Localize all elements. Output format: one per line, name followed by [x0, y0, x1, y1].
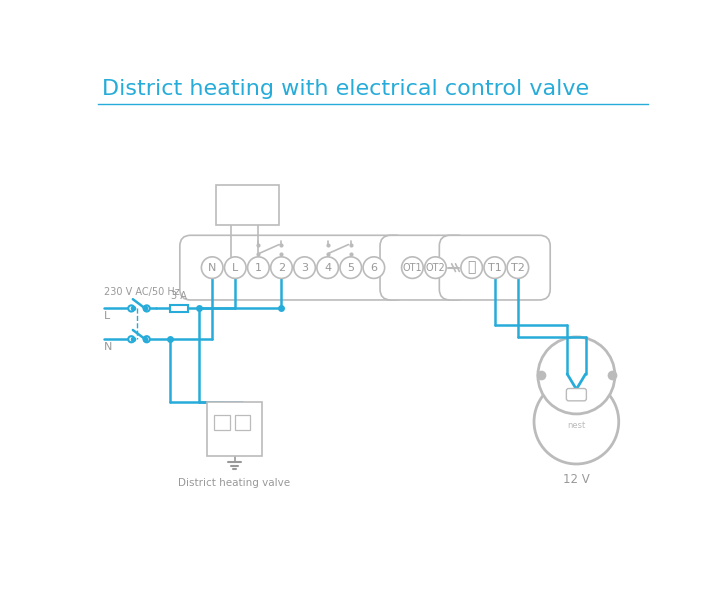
Text: T2: T2: [511, 263, 525, 273]
Text: T1: T1: [488, 263, 502, 273]
FancyBboxPatch shape: [566, 388, 586, 401]
Circle shape: [128, 305, 135, 311]
Circle shape: [461, 257, 483, 279]
Text: District heating with electrical control valve: District heating with electrical control…: [102, 79, 589, 99]
Circle shape: [143, 336, 150, 342]
Text: 12 V: 12 V: [563, 473, 590, 486]
Text: 3 A: 3 A: [171, 290, 187, 301]
Text: 2: 2: [278, 263, 285, 273]
Bar: [234, 415, 250, 430]
Circle shape: [507, 257, 529, 279]
Text: OT2: OT2: [426, 263, 446, 273]
Circle shape: [271, 257, 292, 279]
Text: OT1: OT1: [403, 263, 422, 273]
Circle shape: [248, 257, 269, 279]
Text: District heating valve: District heating valve: [178, 478, 290, 488]
Text: N: N: [218, 418, 226, 428]
Text: 6: 6: [371, 263, 377, 273]
Text: N: N: [208, 263, 216, 273]
Text: N: N: [103, 342, 112, 352]
Circle shape: [534, 380, 619, 464]
Bar: [170, 305, 189, 312]
Text: 4: 4: [324, 263, 331, 273]
Circle shape: [202, 257, 223, 279]
Text: 5: 5: [347, 263, 355, 273]
Bar: [215, 415, 230, 430]
FancyBboxPatch shape: [180, 235, 406, 300]
Circle shape: [424, 257, 446, 279]
Circle shape: [363, 257, 384, 279]
Bar: [216, 185, 279, 225]
Circle shape: [402, 257, 423, 279]
Text: L: L: [240, 418, 245, 428]
Circle shape: [224, 257, 246, 279]
FancyBboxPatch shape: [439, 235, 550, 300]
Text: 3: 3: [301, 263, 308, 273]
Circle shape: [294, 257, 315, 279]
Circle shape: [538, 337, 615, 414]
Text: nest: nest: [567, 421, 585, 430]
Circle shape: [317, 257, 339, 279]
Circle shape: [340, 257, 362, 279]
Text: L: L: [232, 263, 238, 273]
Circle shape: [143, 305, 150, 311]
Text: 1: 1: [255, 263, 262, 273]
Bar: [207, 402, 262, 456]
Circle shape: [484, 257, 505, 279]
Text: ⏚: ⏚: [467, 261, 476, 274]
Text: nest: nest: [564, 361, 588, 371]
Text: L: L: [103, 311, 110, 321]
Circle shape: [128, 336, 135, 342]
FancyBboxPatch shape: [380, 235, 468, 300]
Text: Input power: Input power: [216, 200, 279, 210]
Text: 230 V AC/50 Hz: 230 V AC/50 Hz: [103, 286, 179, 296]
